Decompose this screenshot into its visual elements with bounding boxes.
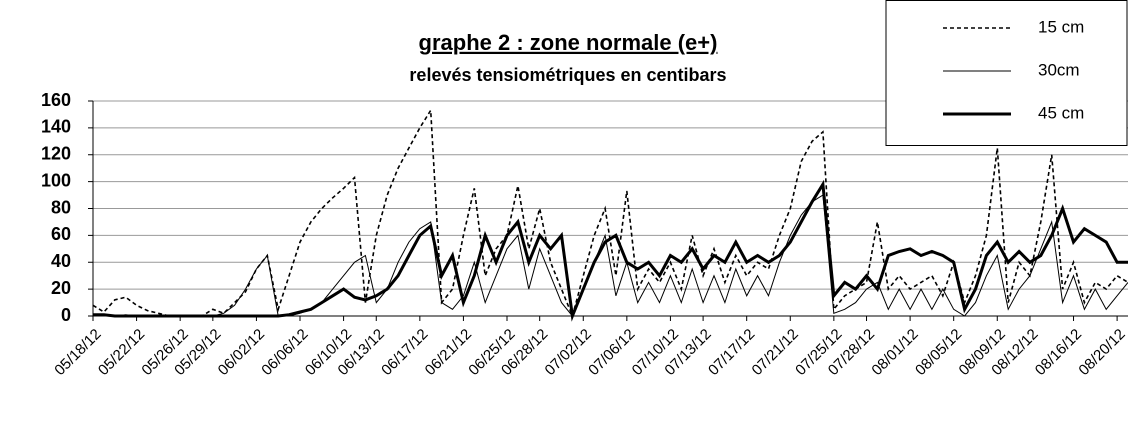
y-tick-label: 120 xyxy=(41,144,71,164)
x-tick-label: 07/06/12 xyxy=(585,326,638,379)
x-tick-label: 06/21/12 xyxy=(422,326,475,379)
y-tick-label: 60 xyxy=(51,224,71,244)
legend-label: 15 cm xyxy=(1038,17,1084,36)
x-tick-label: 07/17/12 xyxy=(705,326,758,379)
chart-title: graphe 2 : zone normale (e+) xyxy=(419,30,718,55)
y-tick-label: 160 xyxy=(41,90,71,110)
x-tick-label: 08/16/12 xyxy=(1032,326,1085,379)
legend-box xyxy=(885,0,1128,146)
y-tick-label: 40 xyxy=(51,251,71,271)
x-tick-label: 06/06/12 xyxy=(258,326,311,379)
x-tick-label: 08/20/12 xyxy=(1075,326,1128,379)
y-tick-label: 0 xyxy=(61,305,71,325)
y-tick-label: 20 xyxy=(51,278,71,298)
series-line xyxy=(93,179,1128,322)
legend-label: 45 cm xyxy=(1038,103,1084,122)
x-tick-label: 05/22/12 xyxy=(95,326,148,379)
chart-subtitle: relevés tensiométriques en centibars xyxy=(409,65,726,85)
x-tick-label: 08/05/12 xyxy=(912,326,965,379)
x-tick-label: 06/17/12 xyxy=(378,326,431,379)
x-tick-label: 05/18/12 xyxy=(51,326,104,379)
x-tick-label: 07/02/12 xyxy=(542,326,595,379)
x-tick-label: 06/02/12 xyxy=(215,326,268,379)
series-line xyxy=(93,194,1128,317)
x-tick-label: 07/21/12 xyxy=(749,326,802,379)
y-tick-label: 80 xyxy=(51,197,71,217)
y-tick-label: 140 xyxy=(41,117,71,137)
legend-label: 30cm xyxy=(1038,60,1080,79)
x-tick-label: 08/01/12 xyxy=(868,326,921,379)
y-tick-label: 100 xyxy=(41,170,71,190)
